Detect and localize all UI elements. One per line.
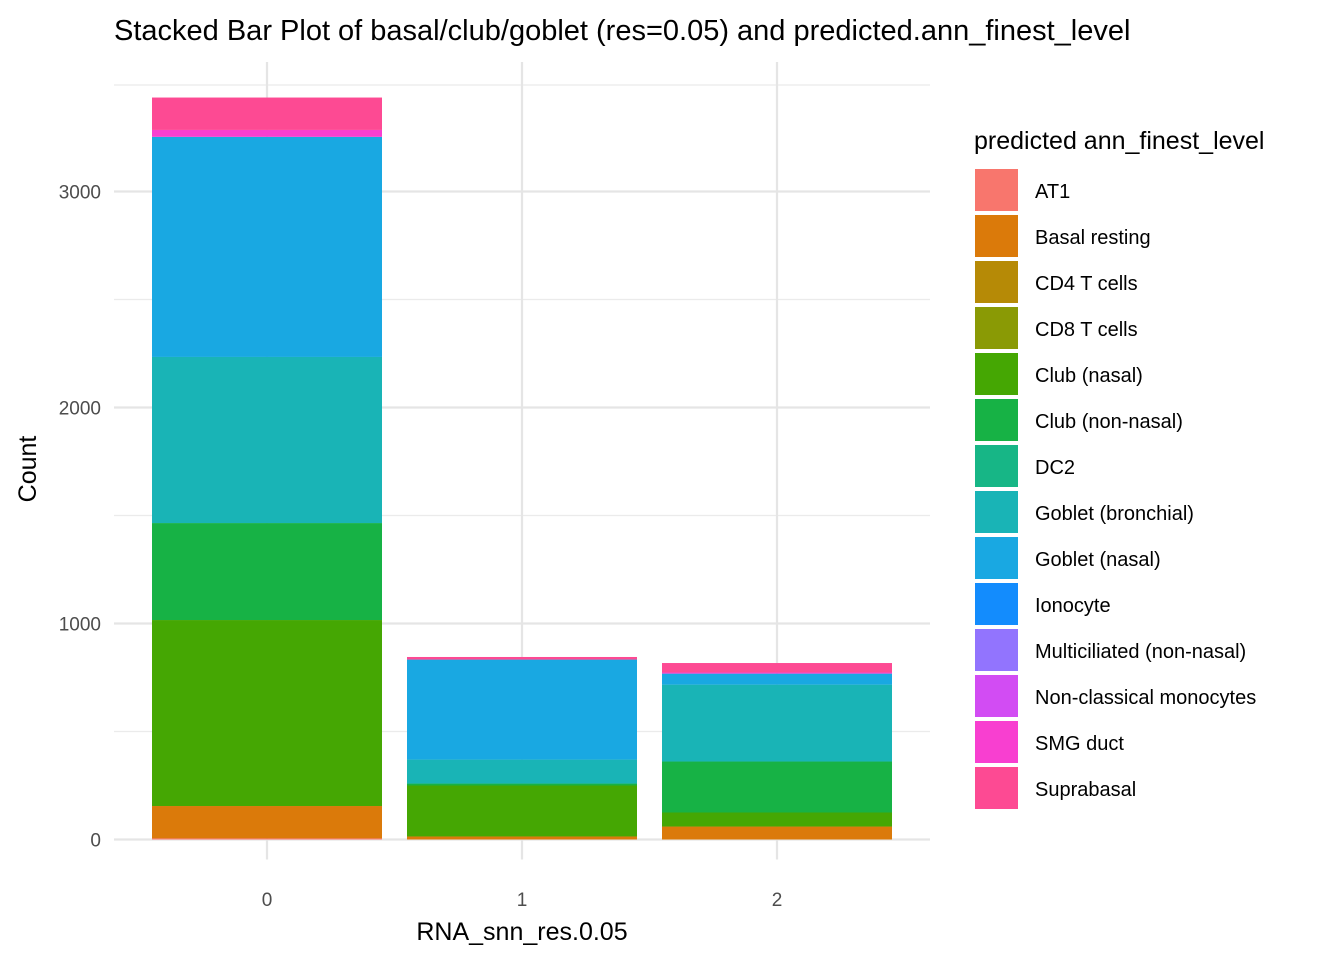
legend-item: Basal resting [975,215,1151,257]
legend-swatch [975,629,1018,671]
x-axis-ticks: 0 1 2 [262,890,783,911]
legend-swatch [975,261,1018,303]
y-tick-label: 3000 [59,183,101,204]
legend-label: AT1 [1035,181,1070,203]
legend-item: AT1 [975,169,1070,211]
legend-item: Goblet (bronchial) [975,491,1194,533]
bar-segment [662,684,892,762]
legend-swatch [975,491,1018,533]
bar-segment [152,136,382,357]
x-tick-label: 1 [517,890,528,911]
bars [152,97,892,840]
legend-item: Ionocyte [975,583,1111,625]
bar-segment [152,523,382,621]
bar-segment [407,656,637,660]
bar-segment [662,812,892,827]
legend: AT1 Basal resting CD4 T cells CD8 T cells Cl… [975,169,1256,809]
bar-segment [152,129,382,137]
y-tick-label: 1000 [59,615,101,636]
legend-item: Club (non-nasal) [975,399,1183,441]
legend-swatch [975,675,1018,717]
x-tick-label: 2 [772,890,783,911]
legend-swatch [975,583,1018,625]
legend-swatch [975,445,1018,487]
y-tick-label: 0 [90,831,101,852]
legend-label: Suprabasal [1035,779,1136,801]
legend-swatch [975,399,1018,441]
legend-item: DC2 [975,445,1075,487]
bar-segment [662,663,892,673]
legend-label: Non-classical monocytes [1035,687,1256,709]
legend-item: CD8 T cells [975,307,1138,349]
legend-label: CD8 T cells [1035,319,1138,341]
legend-swatch [975,537,1018,579]
legend-title: predicted ann_finest_level [974,127,1264,155]
legend-item: Suprabasal [975,767,1136,809]
legend-label: CD4 T cells [1035,273,1138,295]
legend-swatch [975,215,1018,257]
legend-item: Goblet (nasal) [975,537,1161,579]
legend-label: Ionocyte [1035,595,1111,617]
bar-segment [407,783,637,786]
legend-label: Multiciliated (non-nasal) [1035,641,1246,663]
legend-label: Goblet (bronchial) [1035,503,1194,525]
legend-swatch [975,721,1018,763]
bar-segment [407,659,637,760]
legend-item: Multiciliated (non-nasal) [975,629,1246,671]
legend-item: Non-classical monocytes [975,675,1256,717]
bar-segment [407,785,637,837]
bar-segment [152,620,382,807]
bar-segment [662,761,892,813]
legend-swatch [975,353,1018,395]
legend-swatch [975,767,1018,809]
legend-swatch [975,307,1018,349]
legend-label: Goblet (nasal) [1035,549,1161,571]
legend-item: CD4 T cells [975,261,1138,303]
bar-segment [152,806,382,839]
bar-segment [662,826,892,840]
x-axis-title: RNA_snn_res.0.05 [416,918,627,946]
x-tick-label: 0 [262,890,273,911]
legend-swatch [975,169,1018,211]
legend-label: SMG duct [1035,733,1124,755]
legend-label: Club (non-nasal) [1035,411,1183,433]
y-tick-label: 2000 [59,399,101,420]
legend-item: Club (nasal) [975,353,1143,395]
y-axis-ticks: 0 1000 2000 3000 [59,183,101,852]
legend-label: Club (nasal) [1035,365,1143,387]
legend-label: DC2 [1035,457,1075,479]
bar-segment [152,356,382,524]
legend-item: SMG duct [975,721,1124,763]
bar-segment [152,838,382,840]
y-axis-title: Count [14,436,42,503]
bar-segment [407,759,637,784]
bar-segment [662,673,892,685]
bar-segment [662,672,892,674]
chart-title: Stacked Bar Plot of basal/club/goblet (r… [114,15,1130,47]
bar-segment [407,836,637,840]
bar-segment [152,97,382,130]
legend-label: Basal resting [1035,227,1151,249]
